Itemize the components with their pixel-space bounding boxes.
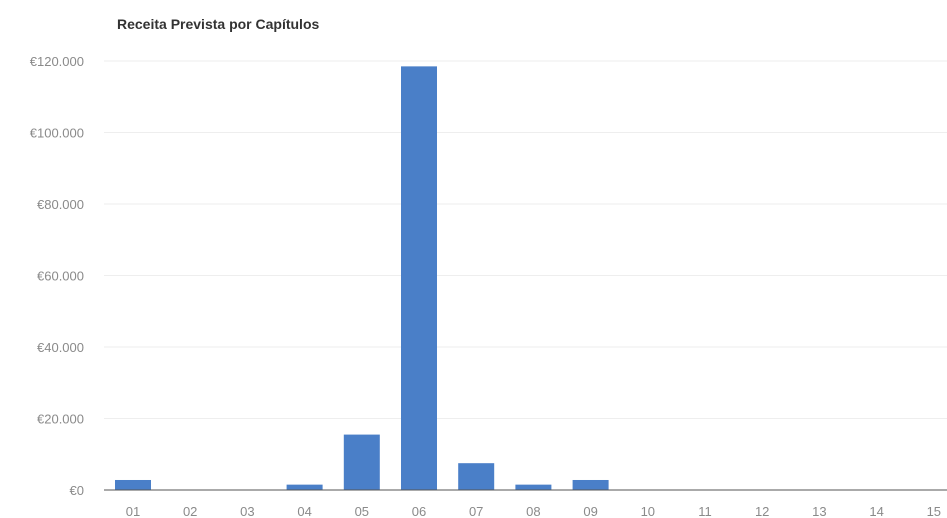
bar-06[interactable]	[401, 66, 437, 491]
bar-05[interactable]	[343, 434, 380, 490]
y-axis-ticks: €0 €20.000 €40.000 €60.000 €80.000 €100.000 €1…	[30, 54, 84, 498]
x-tick-label-02: 02	[183, 504, 197, 518]
x-tick-label-13: 13	[812, 504, 826, 518]
x-tick-label-07: 07	[469, 504, 483, 518]
x-tick-label-12: 12	[755, 504, 769, 518]
bar-01[interactable]	[115, 479, 151, 490]
x-tick-label-15: 15	[927, 504, 941, 518]
bars	[115, 66, 609, 491]
gridlines	[104, 60, 947, 419]
bar-04[interactable]	[286, 484, 323, 490]
x-tick-label-14: 14	[869, 504, 883, 518]
y-tick-label: €80.000	[37, 197, 84, 212]
y-tick-label: €20.000	[37, 412, 84, 427]
y-tick-label: €40.000	[37, 340, 84, 355]
y-tick-label: €60.000	[37, 269, 84, 284]
x-tick-label-01: 01	[126, 504, 140, 518]
bar-07[interactable]	[458, 463, 495, 490]
x-axis-ticks: 01 02 03 04 05 06 07 08 09 10 11 12 13 14 15	[126, 504, 941, 518]
x-tick-label-08: 08	[526, 504, 540, 518]
bar-08[interactable]	[515, 484, 552, 490]
x-tick-label-10: 10	[641, 504, 655, 518]
x-tick-label-09: 09	[583, 504, 597, 518]
x-tick-label-04: 04	[297, 504, 311, 518]
y-tick-label: €0	[70, 483, 84, 498]
y-tick-label: €120.000	[30, 54, 84, 69]
bar-09[interactable]	[572, 479, 609, 490]
x-tick-label-05: 05	[355, 504, 369, 518]
chart-title: Receita Prevista por Capítulos	[117, 16, 320, 32]
x-tick-label-03: 03	[240, 504, 254, 518]
x-tick-label-06: 06	[412, 504, 426, 518]
y-tick-label: €100.000	[30, 126, 84, 141]
x-tick-label-11: 11	[698, 504, 712, 518]
